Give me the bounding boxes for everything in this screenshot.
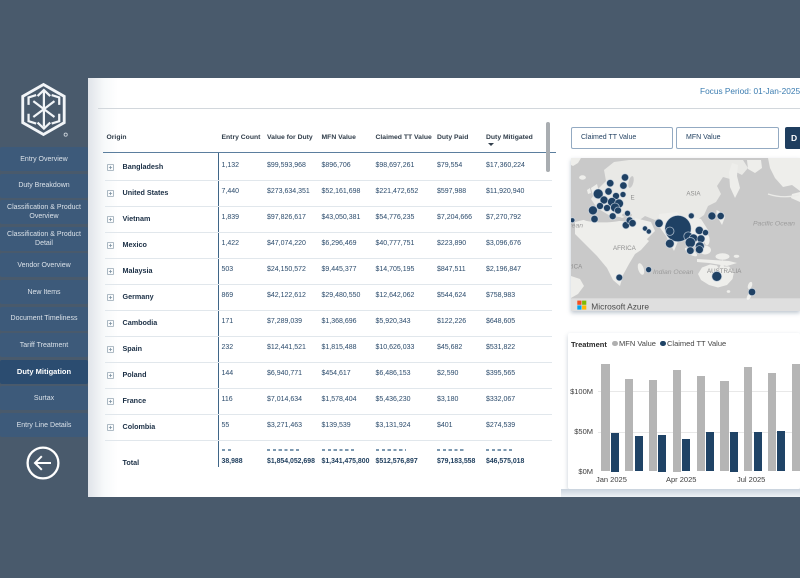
- svg-text:Pacific Ocean: Pacific Ocean: [753, 221, 795, 228]
- svg-text:AMERICA: AMERICA: [571, 264, 583, 271]
- svg-text:AUSTRALIA: AUSTRALIA: [707, 268, 742, 275]
- svg-text:AFRICA: AFRICA: [613, 245, 637, 252]
- svg-text:Microsoft Azure: Microsoft Azure: [591, 301, 649, 311]
- svg-text:E: E: [631, 195, 635, 202]
- svg-text:Ocean: Ocean: [571, 222, 583, 229]
- svg-text:ASIA: ASIA: [686, 191, 701, 198]
- svg-text:Indian Ocean: Indian Ocean: [653, 269, 694, 276]
